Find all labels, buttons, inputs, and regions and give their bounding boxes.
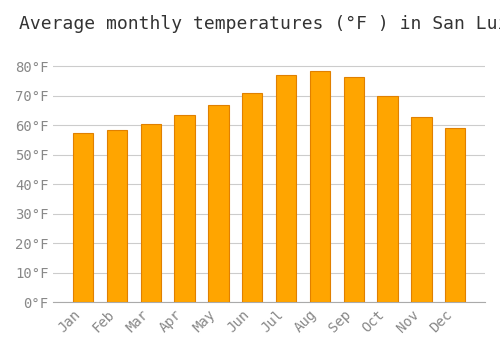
Bar <box>276 75 296 302</box>
Title: Average monthly temperatures (°F ) in San Luis: Average monthly temperatures (°F ) in Sa… <box>19 15 500 33</box>
Bar <box>174 115 195 302</box>
Bar <box>107 130 127 302</box>
Bar <box>344 77 364 302</box>
Bar <box>73 133 94 302</box>
Bar <box>140 124 161 302</box>
Bar <box>208 105 229 302</box>
Bar <box>412 117 432 302</box>
Bar <box>310 71 330 302</box>
Bar <box>242 93 262 302</box>
Bar <box>445 128 466 302</box>
Bar <box>378 96 398 302</box>
